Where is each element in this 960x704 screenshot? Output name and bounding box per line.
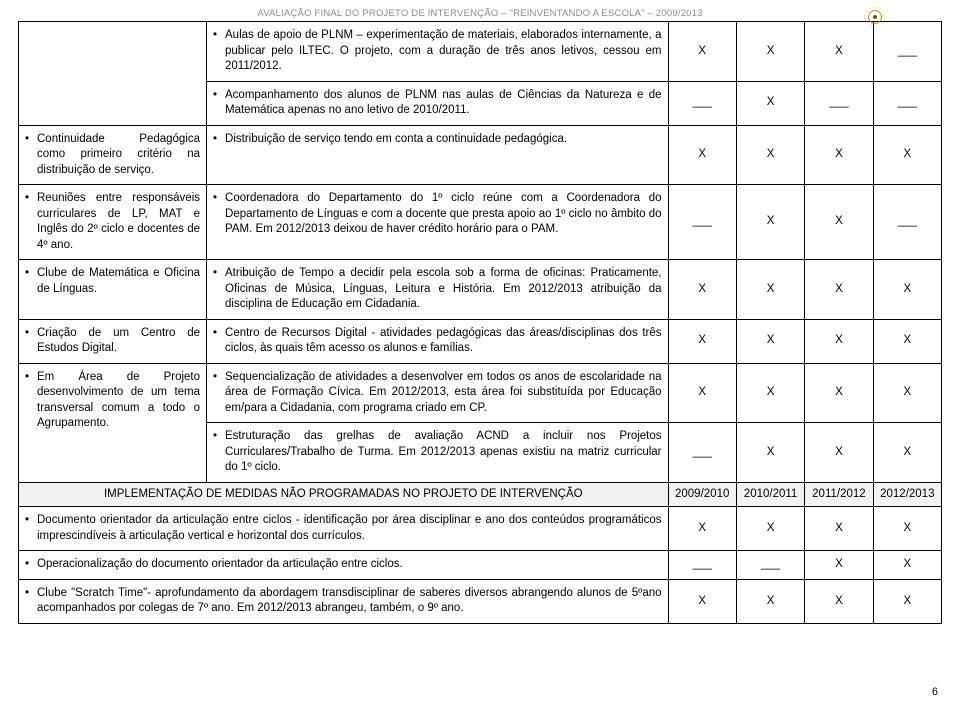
left-cell: Em Área de Projeto desenvolvimento de um…: [19, 363, 207, 482]
mark-cell: X: [805, 363, 873, 423]
school-logo-icon: [864, 6, 886, 28]
mark-cell: X: [873, 319, 941, 363]
mark-cell: X: [873, 551, 941, 580]
mark-cell: X: [736, 363, 804, 423]
mark-cell: X: [668, 125, 736, 185]
table-row: Clube "Scratch Time"- aprofundamento da …: [19, 579, 942, 623]
table-row: Em Área de Projeto desenvolvimento de um…: [19, 363, 942, 423]
mark-cell: X: [805, 125, 873, 185]
desc-text: Coordenadora do Departamento do 1º ciclo…: [213, 191, 662, 238]
mark-cell: ___: [668, 551, 736, 580]
mark-cell: X: [736, 125, 804, 185]
desc-cell: Aulas de apoio de PLNM – experimentação …: [207, 22, 669, 82]
mark-cell: X: [805, 185, 873, 260]
mark-cell: X: [736, 81, 804, 125]
mark-cell: ___: [668, 423, 736, 483]
left-item-text: Criação de um Centro de Estudos Digital.: [25, 326, 200, 357]
left-cell-empty: [19, 22, 207, 126]
mark-cell: ___: [736, 551, 804, 580]
desc-text: Distribuição de serviço tendo em conta a…: [213, 132, 662, 148]
mark-cell: X: [668, 260, 736, 320]
left-cell: Clube de Matemática e Oficina de Línguas…: [19, 260, 207, 320]
left-item-text: Em Área de Projeto desenvolvimento de um…: [25, 370, 200, 432]
mark-cell: ___: [668, 185, 736, 260]
document-header: AVALIAÇÃO FINAL DO PROJETO DE INTERVENÇÃ…: [18, 8, 942, 21]
mark-cell: X: [873, 363, 941, 423]
year-header: 2011/2012: [805, 482, 873, 507]
header-title: AVALIAÇÃO FINAL DO PROJETO DE INTERVENÇÃ…: [257, 8, 702, 19]
table-row: Documento orientador da articulação entr…: [19, 507, 942, 551]
mark-cell: ___: [873, 81, 941, 125]
desc-text: Operacionalização do documento orientado…: [25, 557, 662, 573]
desc-cell: Distribuição de serviço tendo em conta a…: [207, 125, 669, 185]
implementation-header-row: IMPLEMENTAÇÃO DE MEDIDAS NÃO PROGRAMADAS…: [19, 482, 942, 507]
mark-cell: X: [668, 363, 736, 423]
mark-cell: ___: [873, 185, 941, 260]
table-row: Continuidade Pedagógica como primeiro cr…: [19, 125, 942, 185]
table-row: Aulas de apoio de PLNM – experimentação …: [19, 22, 942, 82]
desc-text: Documento orientador da articulação entr…: [25, 513, 662, 544]
desc-text: Sequencialização de atividades a desenvo…: [213, 370, 662, 417]
desc-cell: Sequencialização de atividades a desenvo…: [207, 363, 669, 423]
mark-cell: X: [736, 185, 804, 260]
left-item-text: Clube de Matemática e Oficina de Línguas…: [25, 266, 200, 297]
mark-cell: X: [873, 423, 941, 483]
mark-cell: X: [805, 260, 873, 320]
mark-cell: X: [668, 579, 736, 623]
desc-text: Estruturação das grelhas de avaliação AC…: [213, 429, 662, 476]
desc-cell: Clube "Scratch Time"- aprofundamento da …: [19, 579, 669, 623]
mark-cell: X: [805, 579, 873, 623]
left-cell: Reuniões entre responsáveis curriculares…: [19, 185, 207, 260]
evaluation-table: Aulas de apoio de PLNM – experimentação …: [18, 21, 942, 624]
mark-cell: X: [805, 22, 873, 82]
mark-cell: X: [805, 507, 873, 551]
mark-cell: X: [805, 551, 873, 580]
table-row: Clube de Matemática e Oficina de Línguas…: [19, 260, 942, 320]
desc-cell: Atribuição de Tempo a decidir pela escol…: [207, 260, 669, 320]
left-item-text: Reuniões entre responsáveis curriculares…: [25, 191, 200, 253]
mark-cell: X: [736, 319, 804, 363]
table-row: Reuniões entre responsáveis curriculares…: [19, 185, 942, 260]
year-header: 2012/2013: [873, 482, 941, 507]
mark-cell: ___: [668, 81, 736, 125]
mark-cell: X: [873, 125, 941, 185]
implementation-label: IMPLEMENTAÇÃO DE MEDIDAS NÃO PROGRAMADAS…: [19, 482, 669, 507]
desc-cell: Acompanhamento dos alunos de PLNM nas au…: [207, 81, 669, 125]
mark-cell: X: [805, 423, 873, 483]
desc-cell: Operacionalização do documento orientado…: [19, 551, 669, 580]
mark-cell: X: [873, 579, 941, 623]
year-header: 2010/2011: [736, 482, 804, 507]
desc-text: Clube "Scratch Time"- aprofundamento da …: [25, 586, 662, 617]
mark-cell: X: [736, 423, 804, 483]
left-item-text: Continuidade Pedagógica como primeiro cr…: [25, 132, 200, 179]
mark-cell: X: [736, 579, 804, 623]
mark-cell: X: [736, 260, 804, 320]
desc-text: Acompanhamento dos alunos de PLNM nas au…: [213, 88, 662, 119]
mark-cell: X: [668, 319, 736, 363]
mark-cell: X: [805, 319, 873, 363]
table-row: Criação de um Centro de Estudos Digital.…: [19, 319, 942, 363]
mark-cell: X: [736, 22, 804, 82]
mark-cell: X: [873, 507, 941, 551]
desc-cell: Estruturação das grelhas de avaliação AC…: [207, 423, 669, 483]
mark-cell: X: [668, 22, 736, 82]
left-cell: Continuidade Pedagógica como primeiro cr…: [19, 125, 207, 185]
desc-text: Aulas de apoio de PLNM – experimentação …: [213, 28, 662, 75]
page-number: 6: [932, 686, 938, 698]
desc-text: Atribuição de Tempo a decidir pela escol…: [213, 266, 662, 313]
table-row: Operacionalização do documento orientado…: [19, 551, 942, 580]
mark-cell: X: [736, 507, 804, 551]
desc-cell: Documento orientador da articulação entr…: [19, 507, 669, 551]
mark-cell: ___: [873, 22, 941, 82]
mark-cell: X: [668, 507, 736, 551]
desc-cell: Coordenadora do Departamento do 1º ciclo…: [207, 185, 669, 260]
year-header: 2009/2010: [668, 482, 736, 507]
left-cell: Criação de um Centro de Estudos Digital.: [19, 319, 207, 363]
mark-cell: X: [873, 260, 941, 320]
mark-cell: ___: [805, 81, 873, 125]
desc-text: Centro de Recursos Digital - atividades …: [213, 326, 662, 357]
desc-cell: Centro de Recursos Digital - atividades …: [207, 319, 669, 363]
